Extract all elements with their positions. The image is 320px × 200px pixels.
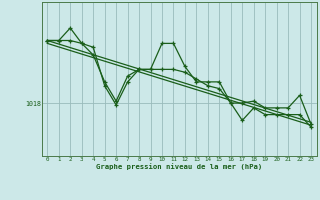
X-axis label: Graphe pression niveau de la mer (hPa): Graphe pression niveau de la mer (hPa)	[96, 163, 262, 170]
